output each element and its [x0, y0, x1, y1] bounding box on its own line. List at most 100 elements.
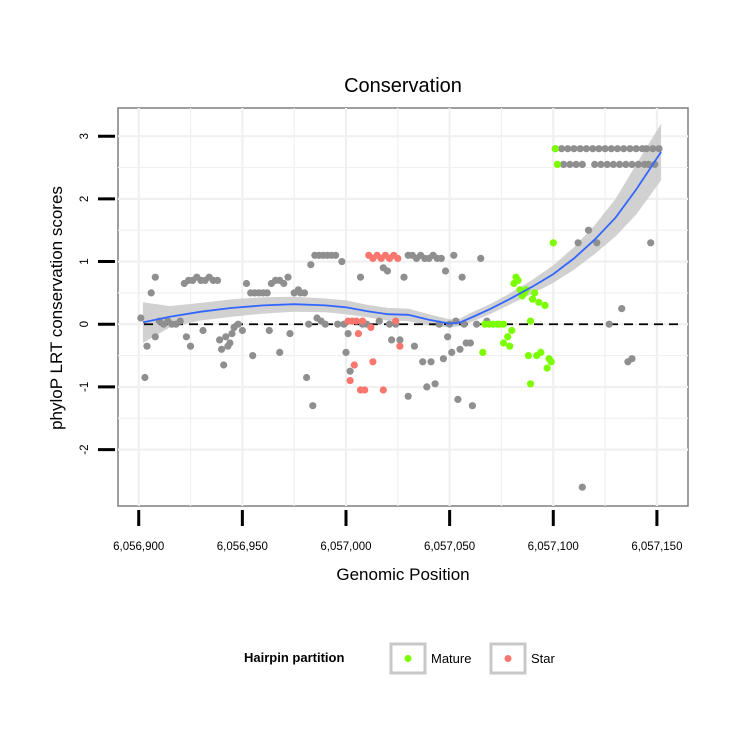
- point-other: [332, 251, 340, 259]
- point-star: [394, 254, 402, 262]
- point-other: [466, 339, 474, 347]
- point-other: [284, 273, 292, 281]
- point-other: [572, 160, 580, 168]
- point-other: [591, 160, 599, 168]
- point-other: [597, 160, 605, 168]
- point-other: [404, 392, 412, 400]
- point-other: [216, 336, 224, 344]
- point-other: [300, 289, 309, 297]
- point-other: [560, 160, 568, 168]
- point-other: [338, 258, 346, 266]
- confidence-band-layer: [142, 123, 662, 343]
- point-star: [396, 342, 404, 350]
- point-other: [388, 336, 396, 344]
- point-other: [176, 317, 184, 325]
- point-other: [303, 373, 311, 382]
- point-star: [350, 361, 358, 369]
- y-tick-label: 2: [79, 196, 91, 202]
- point-mature: [537, 348, 545, 356]
- point-other: [199, 326, 207, 335]
- point-other: [286, 330, 294, 338]
- point-other: [238, 326, 246, 335]
- point-other: [468, 402, 476, 410]
- point-other: [603, 160, 611, 168]
- point-other: [626, 145, 634, 153]
- point-other: [454, 395, 462, 403]
- x-tick-label: 6,056,950: [217, 541, 268, 553]
- point-other: [141, 373, 149, 382]
- point-mature: [526, 380, 535, 388]
- point-other: [628, 355, 636, 363]
- point-other: [356, 273, 365, 281]
- point-star: [346, 377, 354, 385]
- point-other: [578, 483, 586, 491]
- point-other: [226, 339, 234, 347]
- point-other: [441, 267, 450, 275]
- y-tick-label: -2: [79, 444, 91, 454]
- point-other: [570, 145, 578, 153]
- point-star: [379, 386, 387, 394]
- point-other: [439, 355, 447, 363]
- legend-title: Hairpin partition: [244, 650, 344, 665]
- x-tick-label: 6,057,000: [320, 541, 371, 553]
- point-star: [369, 358, 377, 366]
- point-star: [352, 317, 360, 325]
- point-other: [605, 320, 613, 328]
- point-other: [576, 145, 584, 153]
- point-mature: [547, 358, 555, 366]
- point-other: [342, 348, 350, 356]
- point-other: [647, 239, 655, 247]
- point-other: [396, 336, 404, 344]
- y-tick-label: 1: [79, 258, 91, 264]
- point-other: [151, 273, 159, 281]
- point-mature: [531, 289, 539, 297]
- point-other: [137, 314, 145, 322]
- point-other: [564, 145, 572, 153]
- point-other: [280, 279, 288, 288]
- y-axis-title: phyloP LRT conservation scores: [47, 186, 66, 430]
- point-other: [634, 160, 642, 168]
- point-other: [321, 320, 329, 328]
- point-mature: [535, 298, 543, 306]
- x-axis: 6,056,900 6,056,950 6,057,000 6,057,050 6,05…: [113, 510, 682, 553]
- point-other: [307, 261, 315, 269]
- point-other: [609, 160, 618, 168]
- x-tick-label: 6,057,150: [631, 541, 682, 553]
- point-mature: [543, 364, 551, 372]
- point-other: [448, 348, 456, 356]
- x-tick-label: 6,056,900: [113, 541, 164, 553]
- point-star: [361, 386, 369, 394]
- point-other: [574, 239, 582, 247]
- point-other: [566, 160, 574, 168]
- point-other: [473, 320, 481, 328]
- point-star: [392, 317, 400, 325]
- point-other: [578, 160, 586, 168]
- point-other: [147, 289, 155, 297]
- point-other: [385, 320, 394, 328]
- point-other: [182, 333, 190, 341]
- point-other: [589, 145, 597, 153]
- point-other: [234, 320, 242, 328]
- point-other: [249, 352, 257, 360]
- point-other: [423, 383, 431, 391]
- confidence-band: [142, 123, 662, 343]
- y-tick-label: 3: [79, 133, 91, 139]
- point-other: [642, 145, 651, 153]
- legend: Hairpin partition Mature Star: [244, 642, 556, 675]
- point-other: [305, 320, 313, 328]
- point-other: [375, 317, 383, 325]
- data-points: [137, 145, 663, 491]
- point-other: [263, 289, 271, 297]
- point-other: [649, 145, 657, 153]
- point-star: [359, 317, 367, 325]
- point-mature: [508, 326, 516, 335]
- point-other: [632, 145, 640, 153]
- legend-label-mature: Mature: [431, 651, 471, 666]
- point-other: [645, 160, 653, 168]
- point-mature: [524, 352, 533, 360]
- point-other: [593, 239, 601, 247]
- point-other: [444, 333, 452, 341]
- point-other: [400, 273, 408, 281]
- point-other: [558, 145, 566, 153]
